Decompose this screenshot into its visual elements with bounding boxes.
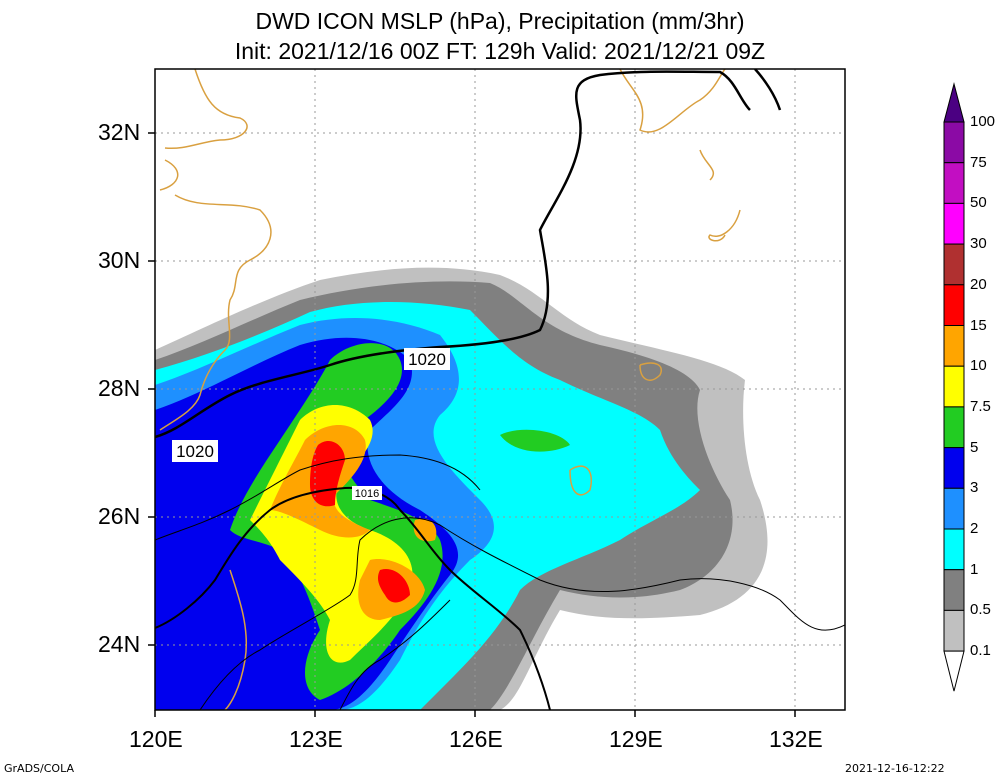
colorbar-swatch [943,609,965,652]
colorbar-swatch [943,121,965,164]
isobar-label-1020-b: 1020 [176,442,214,461]
isobar-label-1016: 1016 [355,488,379,500]
isobar-label-1020-a: 1020 [408,350,446,369]
lon-label-132e: 132E [769,726,823,752]
lon-label-120e: 120E [129,726,183,752]
map-title: DWD ICON MSLP (hPa), Precipitation (mm/3… [255,8,745,34]
colorbar-label: 3 [970,479,979,497]
colorbar-swatch [943,569,965,611]
colorbar-swatch [943,447,965,489]
isobars [155,69,845,710]
colorbar-label: 15 [970,316,987,334]
lon-label-126e: 126E [449,726,503,752]
colorbar-label: 0.1 [970,642,991,660]
colorbar-label: 5 [970,438,979,456]
colorbar-label: 20 [970,275,987,293]
colorbar-label: 0.5 [970,601,991,619]
lat-label-32n: 32N [98,119,141,145]
isobar-labels: 1020 1020 1016 [172,348,450,500]
colorbar-label: 50 [970,194,987,212]
lat-label-26n: 26N [98,503,141,529]
colorbar-label: 1 [970,560,979,578]
lat-label-28n: 28N [98,375,141,401]
colorbar-label: 2 [970,520,979,537]
map-subtitle: Init: 2021/12/16 00Z FT: 129h Valid: 202… [234,38,766,64]
colorbar-top-arrow [943,82,965,123]
colorbar-label: 10 [970,357,987,375]
lon-label-123e: 123E [289,726,343,752]
colorbar [943,82,965,692]
colorbar-label: 30 [970,235,987,253]
colorbar-swatch [943,365,965,408]
axis-ticks [148,132,796,717]
colorbar-swatch [943,325,965,367]
lat-lon-grid [155,69,845,710]
lat-label-24n: 24N [98,631,141,657]
colorbar-swatch [943,487,965,530]
footer-grads: GrADS/COLA [4,762,74,775]
lon-label-129e: 129E [609,726,663,752]
lat-label-30n: 30N [98,247,141,273]
footer-timestamp: 2021-12-16-12:22 [845,762,945,775]
colorbar-swatch [943,202,965,245]
colorbar-swatch [943,243,965,286]
colorbar-label: 7.5 [970,397,991,415]
colorbar-label: 100 [970,113,996,130]
colorbar-label: 75 [970,153,987,171]
colorbar-swatch [943,284,965,326]
colorbar-bottom-arrow [943,650,965,692]
colorbar-swatch [943,406,965,449]
colorbar-swatch [943,162,965,204]
colorbar-swatch [943,528,965,571]
